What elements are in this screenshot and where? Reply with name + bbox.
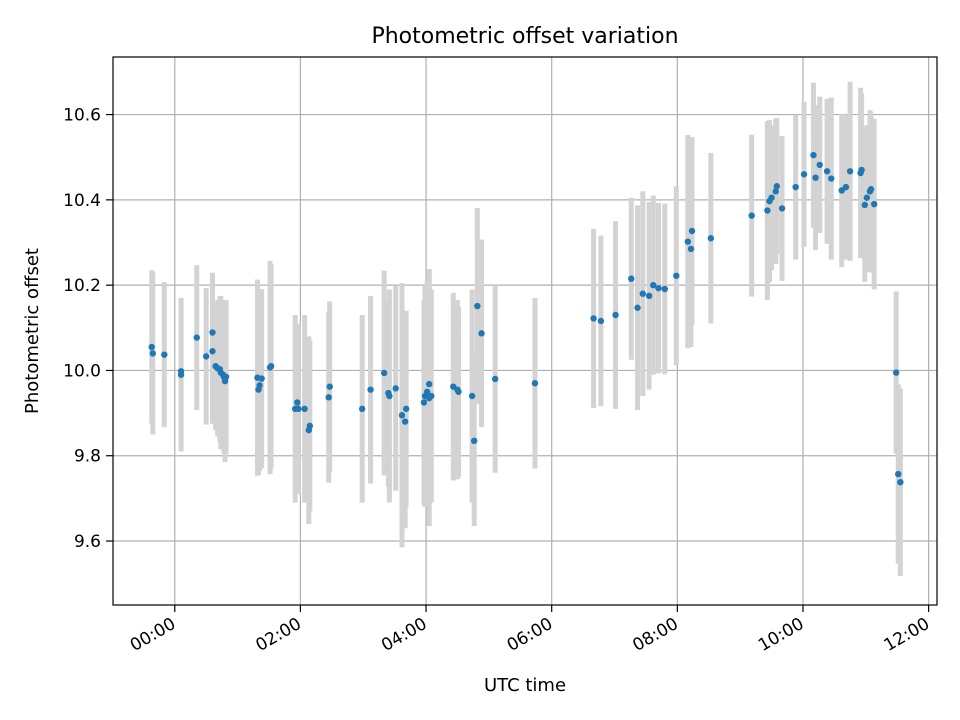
y-tick-label: 10.2 bbox=[63, 276, 101, 296]
chart-title: Photometric offset variation bbox=[371, 24, 678, 49]
data-point bbox=[823, 168, 831, 175]
data-point bbox=[468, 392, 476, 400]
data-point bbox=[392, 385, 399, 392]
x-tick-label: 10:00 bbox=[755, 614, 807, 656]
data-point bbox=[634, 304, 641, 311]
x-tick-label: 04:00 bbox=[378, 614, 430, 656]
data-point bbox=[870, 200, 878, 208]
data-point bbox=[471, 437, 478, 445]
data-point bbox=[402, 405, 410, 413]
data-point bbox=[478, 330, 485, 337]
data-point bbox=[764, 207, 771, 214]
data-point bbox=[846, 168, 854, 175]
data-point bbox=[778, 205, 786, 212]
data-point bbox=[326, 383, 333, 390]
error-bars bbox=[149, 81, 903, 577]
data-point bbox=[842, 183, 850, 191]
data-point bbox=[222, 373, 230, 381]
data-point bbox=[161, 351, 168, 358]
data-point bbox=[202, 353, 210, 360]
data-point bbox=[193, 334, 200, 341]
data-point bbox=[800, 171, 808, 178]
data-point bbox=[420, 399, 428, 406]
data-point bbox=[590, 315, 597, 322]
data-point bbox=[673, 272, 680, 279]
data-point bbox=[661, 285, 668, 293]
data-point bbox=[639, 290, 646, 297]
data-point bbox=[892, 369, 900, 376]
data-point bbox=[267, 362, 275, 370]
data-point bbox=[294, 399, 301, 406]
data-point bbox=[628, 275, 635, 282]
data-point bbox=[428, 392, 435, 400]
data-point bbox=[325, 394, 332, 401]
data-point bbox=[748, 212, 755, 219]
data-point bbox=[867, 186, 875, 193]
x-tick-label: 08:00 bbox=[629, 614, 681, 656]
y-tick-label: 9.6 bbox=[74, 532, 101, 552]
x-tick-label: 06:00 bbox=[504, 614, 556, 656]
data-point bbox=[177, 371, 185, 378]
data-point bbox=[861, 201, 868, 209]
data-point bbox=[772, 188, 779, 195]
data-point bbox=[597, 317, 605, 325]
y-tick-label: 9.8 bbox=[74, 447, 101, 467]
data-point bbox=[358, 405, 366, 413]
x-axis-label: UTC time bbox=[484, 675, 566, 696]
y-tick-label: 10.6 bbox=[63, 106, 101, 126]
data-point bbox=[455, 388, 462, 395]
y-tick-label: 10.4 bbox=[63, 191, 101, 211]
data-point bbox=[684, 238, 692, 245]
data-point bbox=[491, 375, 499, 383]
data-point bbox=[645, 292, 653, 300]
data-point bbox=[768, 194, 775, 201]
data-point bbox=[209, 329, 216, 336]
data-point bbox=[209, 348, 216, 355]
data-point bbox=[650, 281, 657, 289]
data-point bbox=[386, 392, 393, 400]
data-point bbox=[380, 369, 388, 377]
data-point bbox=[149, 350, 156, 357]
data-point bbox=[301, 405, 308, 413]
data-point bbox=[688, 227, 696, 235]
x-tick-label: 12:00 bbox=[881, 614, 933, 656]
y-axis: 9.6 9.8 10.0 10.2 10.4 10.6 bbox=[63, 106, 113, 552]
data-point bbox=[707, 235, 715, 242]
y-tick-label: 10.0 bbox=[63, 361, 101, 381]
data-point bbox=[812, 174, 819, 181]
data-point bbox=[367, 386, 374, 393]
data-point bbox=[425, 380, 433, 388]
x-tick-label: 02:00 bbox=[252, 614, 304, 656]
plot-frame bbox=[112, 56, 938, 606]
data-point bbox=[792, 183, 799, 191]
data-point bbox=[816, 161, 823, 169]
data-point bbox=[655, 284, 662, 292]
data-point bbox=[423, 388, 431, 395]
data-point bbox=[306, 422, 314, 430]
data-point bbox=[612, 311, 619, 319]
y-axis-label: Photometric offset bbox=[22, 248, 43, 414]
data-point bbox=[258, 375, 265, 382]
data-point bbox=[810, 151, 817, 159]
data-point bbox=[256, 382, 263, 389]
data-point bbox=[895, 470, 902, 478]
x-tick-label: 00:00 bbox=[127, 614, 179, 656]
data-point bbox=[687, 245, 695, 253]
data-point bbox=[863, 194, 871, 201]
x-axis: 00:00 02:00 04:00 06:00 08:00 10:00 12:00 bbox=[127, 605, 933, 656]
data-point bbox=[401, 418, 409, 425]
data-point bbox=[474, 302, 481, 310]
data-point bbox=[773, 183, 781, 190]
data-point bbox=[897, 478, 904, 486]
data-point bbox=[398, 412, 406, 419]
data-point bbox=[295, 405, 302, 413]
data-points bbox=[148, 151, 904, 486]
data-point bbox=[828, 175, 835, 182]
data-point bbox=[148, 343, 155, 351]
data-point bbox=[531, 380, 539, 387]
data-point bbox=[858, 166, 865, 174]
